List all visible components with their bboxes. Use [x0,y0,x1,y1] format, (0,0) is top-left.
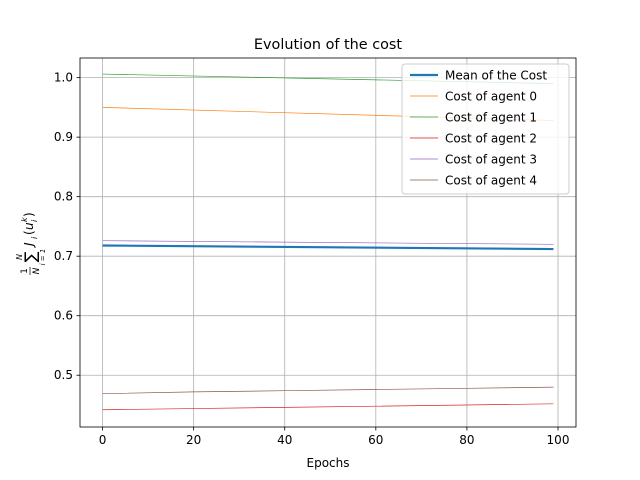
ylabel-fraction-denominator: N [32,267,42,274]
legend: Mean of the Cost Cost of agent 0 Cost of a… [401,63,570,195]
legend-label-1: Cost of agent 0 [445,90,537,104]
series-line-3 [102,403,554,411]
legend-box [401,63,570,195]
x-axis-title: Epochs [307,456,350,470]
x-tick-label: 20 [186,433,201,447]
legend-label-0: Mean of the Cost [445,69,547,83]
y-tick-label: 0.7 [54,249,73,263]
ylabel-fraction-numerator: 1 [20,268,30,274]
plot-area [102,73,554,411]
axis-ticks: 0 20 40 60 80 100 0.5 0.6 0.7 0.8 0.9 1.0 [54,71,570,447]
ylabel-argument: u [22,222,36,230]
x-tick-label: 0 [99,433,107,447]
legend-label-2: Cost of agent 1 [445,111,537,125]
chart-title: Evolution of the cost [254,37,403,53]
series-line-5 [102,386,554,395]
x-tick-label: 80 [459,433,474,447]
y-tick-label: 0.9 [54,130,73,144]
x-tick-label: 60 [368,433,383,447]
legend-label-3: Cost of agent 2 [445,132,537,146]
ylabel-sum-upper: N [15,254,24,260]
ylabel-function: J [22,242,36,248]
ylabel-sum-lower: i = 1 [39,249,47,266]
series-line-4 [102,240,554,245]
y-tick-label: 0.5 [54,368,73,382]
ylabel-close-paren: ) [22,212,36,217]
y-axis-title: 1 N N ∑ i = 1 J i ( u k i ) [15,212,47,275]
ylabel-argument-superscript: k [20,217,29,222]
plot-frame [79,57,577,428]
ylabel-open-paren: ( [22,230,36,235]
ylabel-function-subscript: i [30,236,39,239]
legend-label-5: Cost of agent 4 [445,174,537,188]
x-tick-label: 40 [277,433,292,447]
y-tick-label: 0.8 [54,190,73,204]
series-line-0 [102,244,554,251]
y-tick-label: 0.6 [54,309,73,323]
ylabel-sum-symbol: ∑ [21,251,40,262]
ylabel-argument-subscript: i [30,219,39,222]
legend-label-4: Cost of agent 3 [445,153,537,167]
x-tick-label: 100 [547,433,570,447]
y-tick-label: 1.0 [54,71,73,85]
